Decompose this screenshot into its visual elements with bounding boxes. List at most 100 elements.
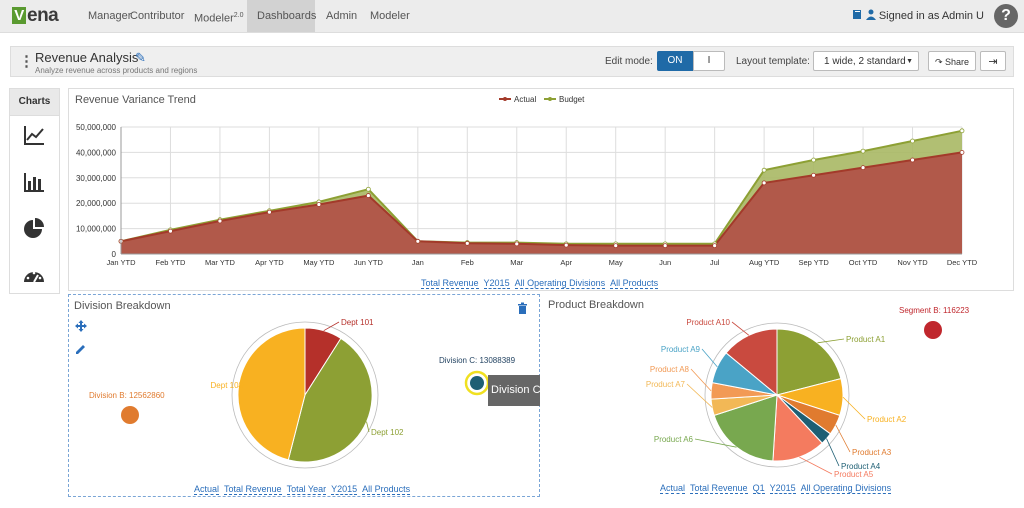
product-label-product-a2: Product A2 xyxy=(867,415,907,424)
nav-manager[interactable]: Manager xyxy=(88,10,132,22)
bar-chart-icon[interactable] xyxy=(22,170,46,194)
signed-in-status[interactable]: Signed in as Admin U xyxy=(852,0,984,32)
crumb-products[interactable]: All Products xyxy=(362,484,411,495)
budget-point[interactable] xyxy=(959,128,965,134)
x-tick-label: Jan YTD xyxy=(106,258,136,267)
actual-point[interactable] xyxy=(415,238,421,244)
crumb-quarter[interactable]: Q1 xyxy=(752,483,765,494)
help-button[interactable]: ? xyxy=(994,4,1018,28)
x-tick-label: May xyxy=(609,258,623,267)
nav-dashboards[interactable]: Dashboards xyxy=(247,0,316,32)
trash-icon[interactable] xyxy=(517,302,528,314)
division-c-point[interactable] xyxy=(470,376,484,390)
actual-point[interactable] xyxy=(563,242,569,248)
product-label-product-a3: Product A3 xyxy=(852,448,892,457)
nav-modeler[interactable]: Modeler xyxy=(370,10,410,22)
edit-title-icon[interactable]: ✎ xyxy=(135,50,146,65)
actual-point[interactable] xyxy=(365,193,371,198)
y-tick-label: 20,000,000 xyxy=(76,199,117,208)
layout-template-select[interactable]: 1 wide, 2 standard ▼ xyxy=(813,51,919,71)
charts-sidebar-header: Charts xyxy=(10,89,59,116)
y-tick-label: 30,000,000 xyxy=(76,174,117,183)
product-slice-product-a10[interactable] xyxy=(725,328,778,397)
product-label-product-a5: Product A5 xyxy=(834,470,874,479)
budget-point[interactable] xyxy=(365,186,371,192)
product-label-product-a10: Product A10 xyxy=(686,318,730,327)
crumb-year[interactable]: Y2015 xyxy=(483,278,510,289)
crumb-divisions[interactable]: All Operating Divisions xyxy=(514,278,606,289)
crumb-products[interactable]: All Products xyxy=(610,278,659,289)
edit-mode-on-button[interactable]: ON xyxy=(657,51,693,71)
x-tick-label: Jul xyxy=(710,258,720,267)
x-tick-label: Mar YTD xyxy=(205,258,235,267)
actual-point[interactable] xyxy=(613,243,619,249)
product-leader-line xyxy=(694,438,737,448)
actual-point[interactable] xyxy=(811,172,816,178)
product-leader-line xyxy=(731,321,750,336)
share-button[interactable]: ↷ Share xyxy=(928,51,976,71)
x-tick-label: Oct YTD xyxy=(849,258,878,267)
actual-point[interactable] xyxy=(316,202,322,207)
actual-point[interactable] xyxy=(959,150,965,155)
exit-icon: ⇥ xyxy=(988,56,998,68)
product-slice-product-a1[interactable] xyxy=(776,328,842,396)
actual-point[interactable] xyxy=(662,243,668,249)
crumb-total-revenue[interactable]: Total Revenue xyxy=(421,278,479,289)
gauge-icon[interactable] xyxy=(22,264,46,288)
x-tick-label: Sep YTD xyxy=(798,258,829,267)
crumb-total-year[interactable]: Total Year xyxy=(286,484,327,495)
crumb-total-revenue[interactable]: Total Revenue xyxy=(224,484,282,495)
crumb-divisions[interactable]: All Operating Divisions xyxy=(800,483,892,494)
crumb-total-revenue[interactable]: Total Revenue xyxy=(690,483,748,494)
budget-point[interactable] xyxy=(910,138,915,144)
pencil-icon[interactable] xyxy=(75,343,87,355)
actual-point[interactable] xyxy=(464,240,470,246)
line-chart-icon[interactable] xyxy=(22,123,46,147)
actual-line xyxy=(120,151,963,247)
x-tick-label: May YTD xyxy=(303,258,335,267)
crumb-year[interactable]: Y2015 xyxy=(769,483,796,494)
legend-actual[interactable]: Actual xyxy=(514,95,536,104)
actual-area xyxy=(121,152,962,254)
crumb-actual[interactable]: Actual xyxy=(660,483,686,494)
division-b-point[interactable] xyxy=(121,406,139,424)
x-tick-label: Dec YTD xyxy=(947,258,978,267)
division-leader-line xyxy=(323,321,340,332)
move-icon[interactable] xyxy=(75,320,87,332)
actual-point[interactable] xyxy=(712,243,718,249)
actual-point[interactable] xyxy=(514,241,520,247)
actual-point[interactable] xyxy=(217,218,223,224)
y-tick-label: 0 xyxy=(112,250,117,259)
edit-mode-label: Edit mode: xyxy=(605,56,653,67)
product-label-product-a9: Product A9 xyxy=(661,345,701,354)
revenue-trend-panel: Revenue Variance Trend 50,000,000 40,000,… xyxy=(68,88,1014,291)
crumb-actual[interactable]: Actual xyxy=(194,484,220,495)
actual-point[interactable] xyxy=(168,228,173,234)
crumb-year[interactable]: Y2015 xyxy=(331,484,358,495)
budget-point[interactable] xyxy=(761,167,767,173)
product-label-product-a7: Product A7 xyxy=(646,380,686,389)
drag-handle-icon[interactable]: ⋮ xyxy=(19,53,34,70)
segment-b-point[interactable] xyxy=(924,321,942,339)
budget-point[interactable] xyxy=(811,157,816,163)
nav-modeler-2[interactable]: Modeler2.0 xyxy=(194,12,244,25)
division-c-tooltip: Division C : xyxy=(488,375,540,406)
pie-chart-icon[interactable] xyxy=(22,216,46,240)
budget-point[interactable] xyxy=(860,148,866,154)
actual-point[interactable] xyxy=(910,157,915,163)
actual-point[interactable] xyxy=(860,165,866,171)
division-breakdown-panel: Division Breakdown Dept 101 Dept 102 Dept … xyxy=(68,294,540,497)
division-filter-crumbs: Actual Total Revenue Total Year Y2015 All Pr… xyxy=(194,484,415,495)
product-slice-product-a6[interactable] xyxy=(713,394,778,462)
exit-button[interactable]: ⇥ xyxy=(980,51,1006,71)
nav-admin[interactable]: Admin xyxy=(326,10,358,22)
actual-point[interactable] xyxy=(267,209,272,215)
legend-marker xyxy=(548,97,552,101)
x-tick-label: Apr YTD xyxy=(255,258,284,267)
nav-contributor[interactable]: Contributor xyxy=(130,10,185,22)
actual-point[interactable] xyxy=(761,180,767,186)
legend-budget[interactable]: Budget xyxy=(559,95,585,104)
edit-mode-off-button[interactable]: I xyxy=(693,51,725,71)
book-icon[interactable] xyxy=(852,9,863,20)
